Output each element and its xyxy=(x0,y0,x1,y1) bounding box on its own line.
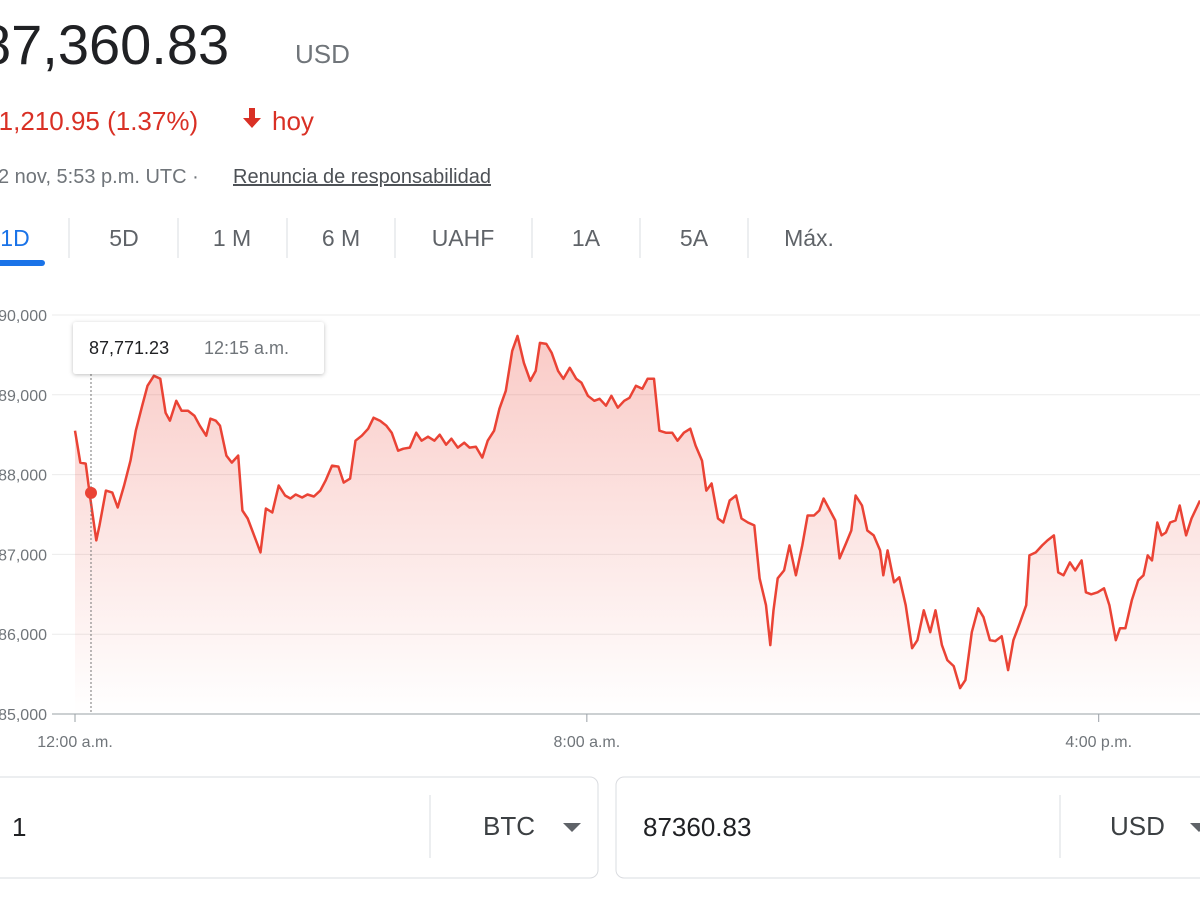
y-tick-label: 90,000 xyxy=(0,308,47,325)
disclaimer-link[interactable]: Renuncia de responsabilidad xyxy=(233,166,491,188)
from-box[interactable] xyxy=(0,776,599,879)
tooltip-time: 12:15 a.m. xyxy=(204,338,289,358)
x-tick-label: 8:00 a.m. xyxy=(553,734,620,751)
tab[interactable]: UAHF xyxy=(432,225,495,251)
tooltip-value: 87,771.23 xyxy=(89,338,169,358)
tab[interactable]: Máx. xyxy=(784,225,834,251)
to-box[interactable] xyxy=(615,776,1200,879)
down-arrow xyxy=(243,108,261,128)
y-tick-label: 88,000 xyxy=(0,468,47,485)
tab[interactable]: 1 M xyxy=(213,225,251,251)
to-amount[interactable]: 87360.83 xyxy=(643,812,751,842)
tab[interactable]: 5D xyxy=(109,225,138,251)
y-tick-label: 86,000 xyxy=(0,627,47,644)
change: -1,210.95 (1.37%) xyxy=(0,106,198,136)
y-tick-label: 87,000 xyxy=(0,547,47,564)
currency: USD xyxy=(295,39,350,69)
price: 87,360.83 xyxy=(0,13,229,76)
price-line xyxy=(73,334,1200,690)
hover-dot xyxy=(84,486,97,499)
timestamp: 2 nov, 5:53 p.m. UTC · xyxy=(0,166,199,188)
tab[interactable]: 5A xyxy=(680,225,709,251)
y-tick-label: 89,000 xyxy=(0,388,47,405)
plot: 85,000 86,000 87,000 88,000 89,000 90,000 12:0… xyxy=(0,308,1200,751)
change-period: hoy xyxy=(272,106,314,136)
from-currency[interactable]: BTC xyxy=(483,811,535,841)
tab[interactable]: 1D xyxy=(0,225,29,251)
range-tabs: 1D 5D 1 M 6 M UAHF 1A 5A Máx. xyxy=(0,218,834,266)
tab[interactable]: 1A xyxy=(572,225,601,251)
from-amount[interactable]: 1 xyxy=(12,812,26,842)
to-currency[interactable]: USD xyxy=(1110,811,1165,841)
x-tick-label: 12:00 a.m. xyxy=(37,734,113,751)
tab[interactable]: 6 M xyxy=(322,225,360,251)
x-tick-label: 4:00 p.m. xyxy=(1065,734,1132,751)
dropdown-caret xyxy=(1190,823,1200,832)
active-underline xyxy=(0,260,45,266)
tooltip-box xyxy=(73,322,324,374)
dropdown-caret xyxy=(563,823,581,832)
area xyxy=(75,335,1200,714)
y-tick-label: 85,000 xyxy=(0,707,47,724)
